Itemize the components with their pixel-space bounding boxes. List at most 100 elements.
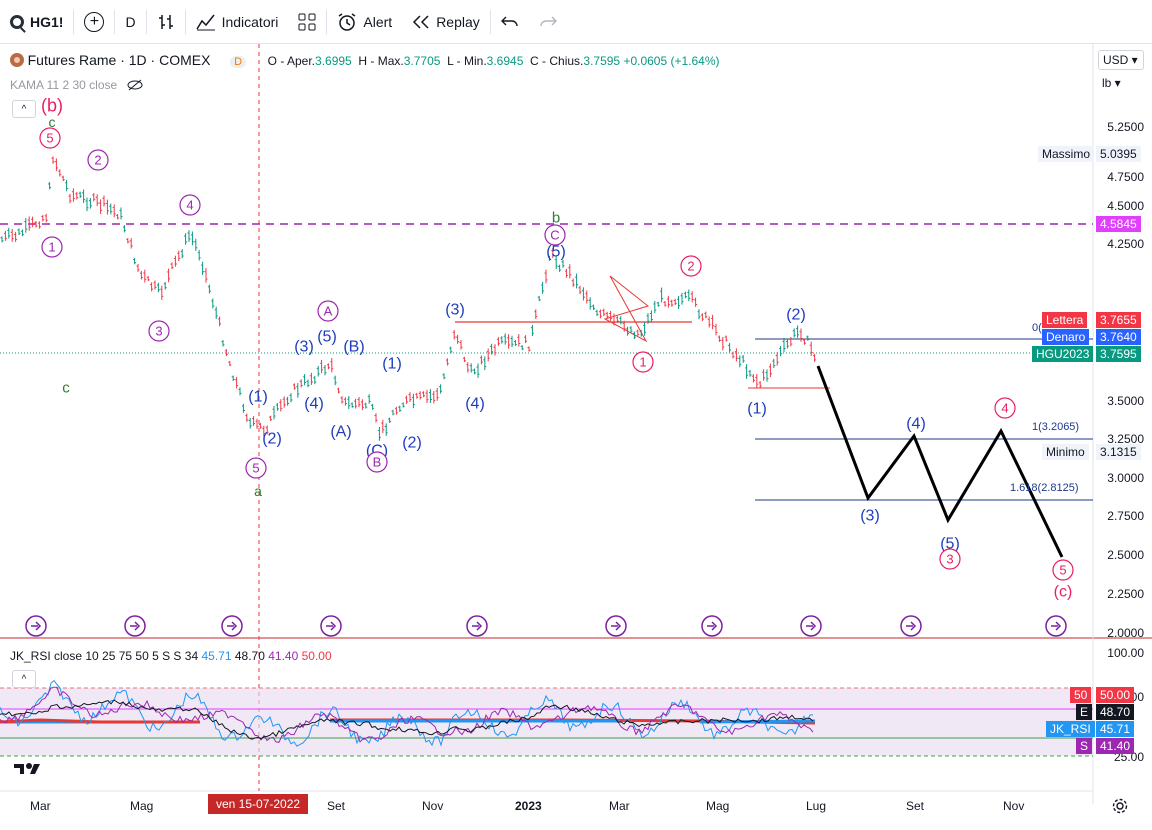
time-tick: Mag	[706, 799, 730, 813]
wave-label: 5	[46, 131, 53, 146]
wave-label: (B)	[343, 339, 364, 356]
wave-label: (2)	[402, 435, 422, 452]
symbol-search[interactable]: HG1!	[0, 0, 73, 44]
fib-label: 0(	[1032, 322, 1042, 334]
price-tag: 41.40	[1096, 738, 1135, 754]
wave-label: 2	[687, 259, 694, 274]
price-tag: 48.70	[1096, 704, 1135, 720]
price-tick: 4.2500	[1107, 237, 1144, 251]
wave-label: (b)	[41, 95, 63, 115]
indicators-label: Indicatori	[221, 13, 279, 30]
price-tick: 2.5000	[1107, 548, 1144, 562]
triangle-pattern[interactable]	[603, 275, 650, 343]
wave-label: 4	[1001, 401, 1008, 416]
wave-circle	[1052, 559, 1074, 581]
wave-label: (c)	[1054, 584, 1073, 601]
elliott-wave-labels: (b)c524135a(1)(2)(3)(4)(5)A(A)(B)(C)B(1)…	[39, 95, 1074, 601]
wave-circle	[39, 127, 61, 149]
price-tag: 4.5845	[1096, 216, 1141, 232]
tradingview-logo[interactable]	[14, 762, 44, 776]
settings-icon[interactable]	[1112, 798, 1128, 814]
wave-circle	[41, 236, 63, 258]
wave-label: C	[550, 228, 559, 243]
time-tick: Set	[906, 799, 925, 813]
wave-label: (1)	[747, 401, 767, 418]
eye-hidden-icon[interactable]	[127, 79, 143, 91]
time-tick: Mar	[609, 799, 630, 813]
unit-select[interactable]: lb ▾	[1102, 76, 1121, 90]
projection-path[interactable]	[816, 365, 1064, 558]
wave-circle	[544, 224, 566, 246]
replay-button[interactable]: Replay	[402, 0, 490, 44]
time-tick: Nov	[422, 799, 444, 813]
data-badge-d[interactable]: D	[230, 56, 247, 68]
wave-label: b	[552, 209, 560, 226]
currency-select[interactable]: USD ▾	[1098, 50, 1144, 70]
rsi-oscillator	[0, 679, 814, 747]
indicators-button[interactable]: Indicatori	[186, 0, 289, 44]
alert-button[interactable]: Alert	[327, 0, 402, 44]
top-toolbar: HG1! + D Indicatori Alert Replay	[0, 0, 1152, 44]
arrow-right-icon	[31, 621, 42, 631]
collapse-legend-button[interactable]: ^	[12, 100, 36, 118]
wave-circle	[994, 397, 1016, 419]
wave-circle	[366, 451, 388, 473]
main-legend: Futures Rame · 1D · COMEX D O - Aper.3.6…	[10, 52, 720, 68]
price-tag: 3.1315	[1096, 444, 1141, 460]
chart-canvas[interactable]: (b)c524135a(1)(2)(3)(4)(5)A(A)(B)(C)B(1)…	[0, 44, 1152, 830]
wave-circle	[632, 351, 654, 373]
price-tag: Lettera	[1042, 312, 1088, 328]
wave-label: (3)	[294, 339, 314, 356]
wave-label: (3)	[860, 508, 880, 525]
bars-icon	[158, 14, 173, 29]
layouts-button[interactable]	[288, 0, 326, 44]
kama-legend: KAMA 11 2 30 close	[10, 78, 143, 92]
arrow-right-icon	[906, 621, 917, 631]
compare-button[interactable]: +	[74, 0, 114, 44]
arrow-right-icon	[611, 621, 622, 631]
plus-icon: +	[84, 11, 105, 32]
price-tag: 50	[1070, 687, 1092, 703]
wave-label: (5)	[940, 536, 960, 553]
wave-circle	[245, 457, 267, 479]
arrow-right-icon	[707, 621, 718, 631]
price-tag: E	[1076, 704, 1093, 720]
replay-label: Replay	[436, 13, 480, 30]
wave-circle	[148, 320, 170, 342]
wave-label: 5	[1059, 563, 1066, 578]
event-markers[interactable]	[25, 615, 1067, 637]
rewind-icon	[413, 14, 429, 29]
wave-label: (5)	[546, 244, 566, 261]
wave-label: 1	[48, 240, 55, 255]
wave-label: 5	[252, 461, 259, 476]
redo-button[interactable]	[529, 0, 567, 44]
rsi-legend: JK_RSI close 10 25 75 50 5 S S 34 45.71 …	[10, 649, 332, 663]
price-tick: 2.2500	[1107, 587, 1144, 601]
arrow-right-icon	[1051, 621, 1062, 631]
price-tag: 3.7640	[1096, 329, 1141, 345]
search-icon	[10, 14, 24, 29]
price-tag: Minimo	[1042, 444, 1089, 460]
wave-label: (4)	[465, 396, 485, 413]
interval-button[interactable]: D	[125, 13, 136, 30]
fib-label: 1(3.2065)	[1032, 421, 1080, 433]
price-tick: 4.7500	[1107, 170, 1144, 184]
undo-button[interactable]	[491, 0, 529, 44]
wave-label: a	[254, 483, 262, 499]
collapse-rsi-legend-button[interactable]: ^	[12, 670, 36, 688]
wave-label: 1	[639, 355, 646, 370]
rsi-level-red-1	[0, 718, 200, 724]
rsi-line	[0, 699, 814, 740]
price-tag: 45.71	[1096, 721, 1135, 737]
chart-type-button[interactable]	[147, 0, 185, 44]
arrow-right-icon	[130, 621, 141, 631]
time-tick: Lug	[806, 799, 827, 813]
arrow-right-icon	[326, 621, 337, 631]
time-tick: Nov	[1003, 799, 1025, 813]
undo-icon	[500, 16, 518, 26]
chart-area[interactable]: (b) c 5 2 4 1 3 5 a (1) (2) (3) (4) (5) A (A) (B) (C) B (1)…	[0, 44, 1152, 830]
time-tick: Mag	[130, 799, 154, 813]
wave-label: (4)	[906, 416, 926, 433]
wave-circle	[939, 548, 961, 570]
symbol-logo-icon	[10, 53, 24, 67]
